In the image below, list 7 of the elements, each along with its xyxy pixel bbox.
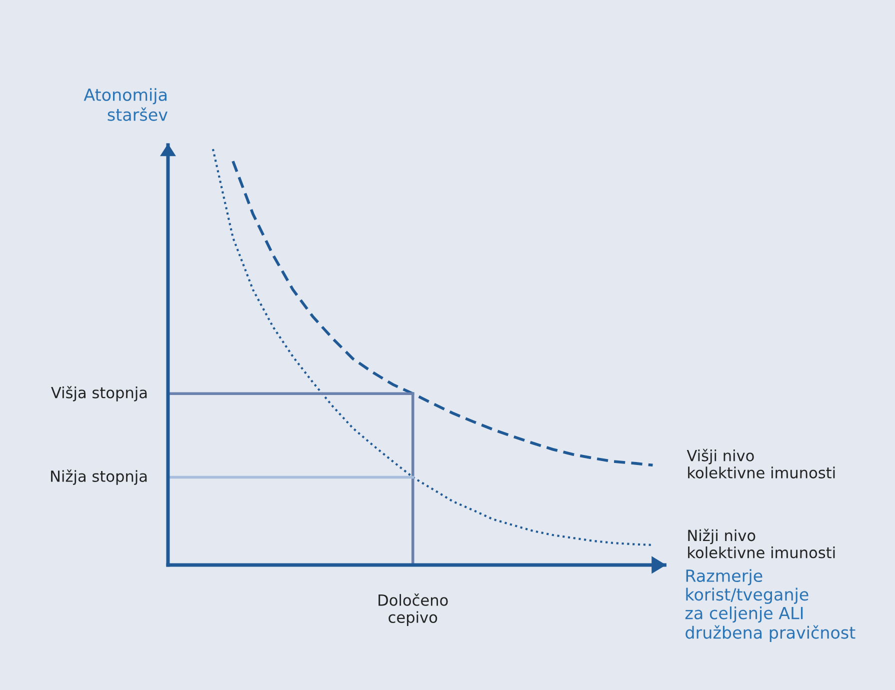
text: Višji nivo kolektivne imunosti: [686, 448, 835, 478]
text: Določeno cepivo: [378, 593, 448, 626]
y-axis-title: Atonomija staršev: [84, 88, 168, 121]
ref-line-label: Višja stopnja: [51, 386, 147, 402]
text: Nižji nivo kolektivne imunosti: [688, 528, 835, 558]
ref-line-label: Nižja stopnja: [51, 470, 147, 485]
x-axis-title: Razmerje korist/tveganje za celjenje ALI družbena pravičnost: [685, 569, 856, 642]
